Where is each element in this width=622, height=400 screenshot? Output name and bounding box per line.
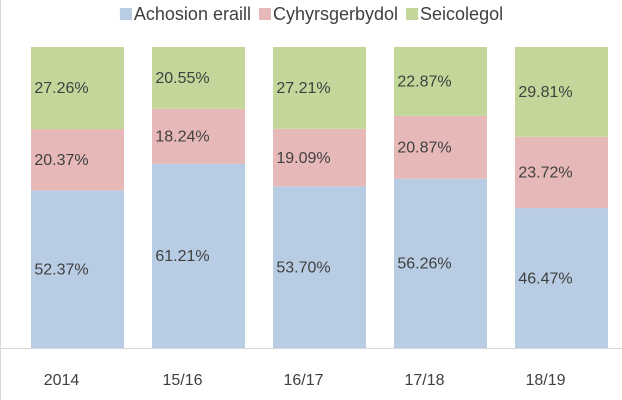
value-label: 20.87% <box>397 139 451 156</box>
value-label: 46.47% <box>518 270 572 287</box>
legend-swatch <box>406 8 419 20</box>
value-label: 23.72% <box>518 165 572 182</box>
value-label: 56.26% <box>397 256 451 273</box>
x-tick-label: 18/19 <box>525 372 565 389</box>
value-label: 18.24% <box>155 129 209 146</box>
x-tick-label: 16/17 <box>283 372 323 389</box>
bar-segment <box>394 115 487 179</box>
legend-swatch <box>119 8 132 20</box>
bar-segment <box>31 47 124 130</box>
value-label: 20.55% <box>155 70 209 87</box>
bar-segment <box>273 186 366 348</box>
value-label: 29.81% <box>518 84 572 101</box>
bar-segment <box>152 108 245 164</box>
bar-segment <box>273 47 366 129</box>
bar-segment <box>394 47 487 116</box>
bar-segment <box>31 129 124 191</box>
bar-segment <box>515 208 608 348</box>
value-label: 27.26% <box>34 80 88 97</box>
x-tick-label: 17/18 <box>404 372 444 389</box>
legend-label: Cyhyrsgerbydol <box>273 4 398 24</box>
bar-segment <box>152 47 245 109</box>
bar-segment <box>152 163 245 348</box>
value-label: 52.37% <box>34 261 88 278</box>
legend-label: Achosion eraill <box>134 4 251 24</box>
value-label: 22.87% <box>397 74 451 91</box>
value-label: 27.21% <box>276 80 330 97</box>
value-label: 19.09% <box>276 150 330 167</box>
bar-segment <box>394 178 487 348</box>
x-tick-label: 15/16 <box>162 372 202 389</box>
x-tick-label: 2014 <box>44 372 80 389</box>
value-label: 20.37% <box>34 152 88 169</box>
value-label: 53.70% <box>276 259 330 276</box>
legend-label: Seicolegol <box>420 4 503 24</box>
value-label: 61.21% <box>155 248 209 265</box>
bar-segment <box>515 47 608 137</box>
bar-segment <box>31 190 124 348</box>
bar-segment <box>515 136 608 209</box>
legend-swatch <box>258 8 271 20</box>
bar-segment <box>273 128 366 187</box>
